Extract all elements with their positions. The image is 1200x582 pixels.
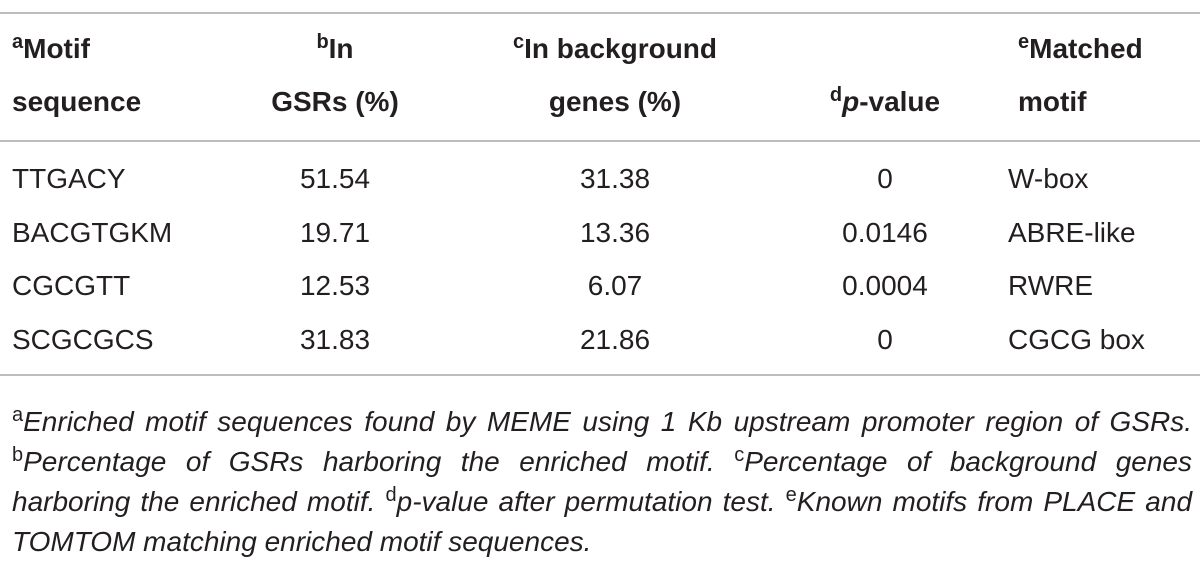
footnotes: aEnriched motif sequences found by MEME … xyxy=(12,402,1192,562)
table-cell: SCGCGCS xyxy=(12,323,154,355)
header-text: sequence xyxy=(12,86,142,117)
footnote-text: p-value after permutation test. xyxy=(396,486,776,517)
table-cell: 19.71 xyxy=(299,216,371,248)
footnote-marker: a xyxy=(12,404,24,426)
table-cell: 13.36 xyxy=(579,216,651,248)
table-body: TTGACY 51.54 31.38 0 W-box BACGTGKM 19.71 13.36… xyxy=(0,141,1200,375)
header-text: -value xyxy=(859,86,941,117)
table-cell: ABRE-like xyxy=(1008,216,1136,248)
footnote-marker: e xyxy=(785,484,797,506)
table-cell: W-box xyxy=(1008,163,1089,194)
header-superscript: c xyxy=(512,31,525,53)
header-text: In background xyxy=(524,33,718,64)
table-cell: RWRE xyxy=(1008,270,1094,301)
table-cell: CGCG box xyxy=(1008,323,1145,355)
table-header: aMotif sequence bIn GSRs (%) cIn background g… xyxy=(0,13,1200,141)
table-cell: 51.54 xyxy=(299,163,371,194)
header-italic: p xyxy=(842,86,860,117)
footnote-text: Percentage of GSRs harboring the enriche… xyxy=(23,446,715,477)
footnote-marker: b xyxy=(12,444,24,466)
header-text: genes (%) xyxy=(548,86,682,117)
header-superscript: e xyxy=(1018,31,1030,53)
table-cell: CGCGTT xyxy=(12,270,131,301)
table-cell: 0.0146 xyxy=(842,216,928,248)
header-superscript: d xyxy=(829,84,843,106)
table-row: TTGACY 51.54 31.38 0 W-box xyxy=(0,141,1200,206)
header-text: Matched xyxy=(1029,33,1143,64)
column-header: eMatched motif xyxy=(980,13,1200,141)
table-cell: 31.38 xyxy=(579,163,651,194)
header-superscript: b xyxy=(316,31,329,53)
table-row: BACGTGKM 19.71 13.36 0.0146 ABRE-like xyxy=(0,206,1200,260)
motif-table: aMotif sequence bIn GSRs (%) cIn background g… xyxy=(0,12,1200,376)
header-text: Motif xyxy=(23,33,90,64)
table-cell: 21.86 xyxy=(579,323,651,355)
footnote-text: Known motifs from PLACE and TOMTOM match… xyxy=(12,486,1193,557)
table-row: CGCGTT 12.53 6.07 0.0004 RWRE xyxy=(0,259,1200,313)
column-header: dp-value xyxy=(790,13,980,141)
footnote-marker: c xyxy=(734,444,745,466)
header-text: GSRs (%) xyxy=(271,86,399,117)
header-text: In xyxy=(328,33,354,64)
header-superscript: a xyxy=(12,31,24,53)
header-text: motif xyxy=(1018,86,1087,117)
footnote-marker: d xyxy=(385,484,397,506)
footnote-text: Enriched motif sequences found by MEME u… xyxy=(23,406,1192,437)
table-row: SCGCGCS 31.83 21.86 0 CGCG box xyxy=(0,313,1200,375)
column-header: aMotif sequence xyxy=(0,13,230,141)
footnote-text: Percentage of background genes harboring… xyxy=(12,446,1193,517)
table-cell: 31.83 xyxy=(299,323,371,355)
table-cell: 0.0004 xyxy=(842,270,928,301)
table-cell: 0 xyxy=(877,163,893,194)
table-cell: BACGTGKM xyxy=(12,216,173,248)
column-header: cIn background genes (%) xyxy=(440,13,790,141)
table-cell: TTGACY xyxy=(12,163,126,194)
table-cell: 0 xyxy=(877,323,893,355)
table-cell: 12.53 xyxy=(299,270,371,301)
table-cell: 6.07 xyxy=(587,270,643,301)
column-header: bIn GSRs (%) xyxy=(230,13,440,141)
